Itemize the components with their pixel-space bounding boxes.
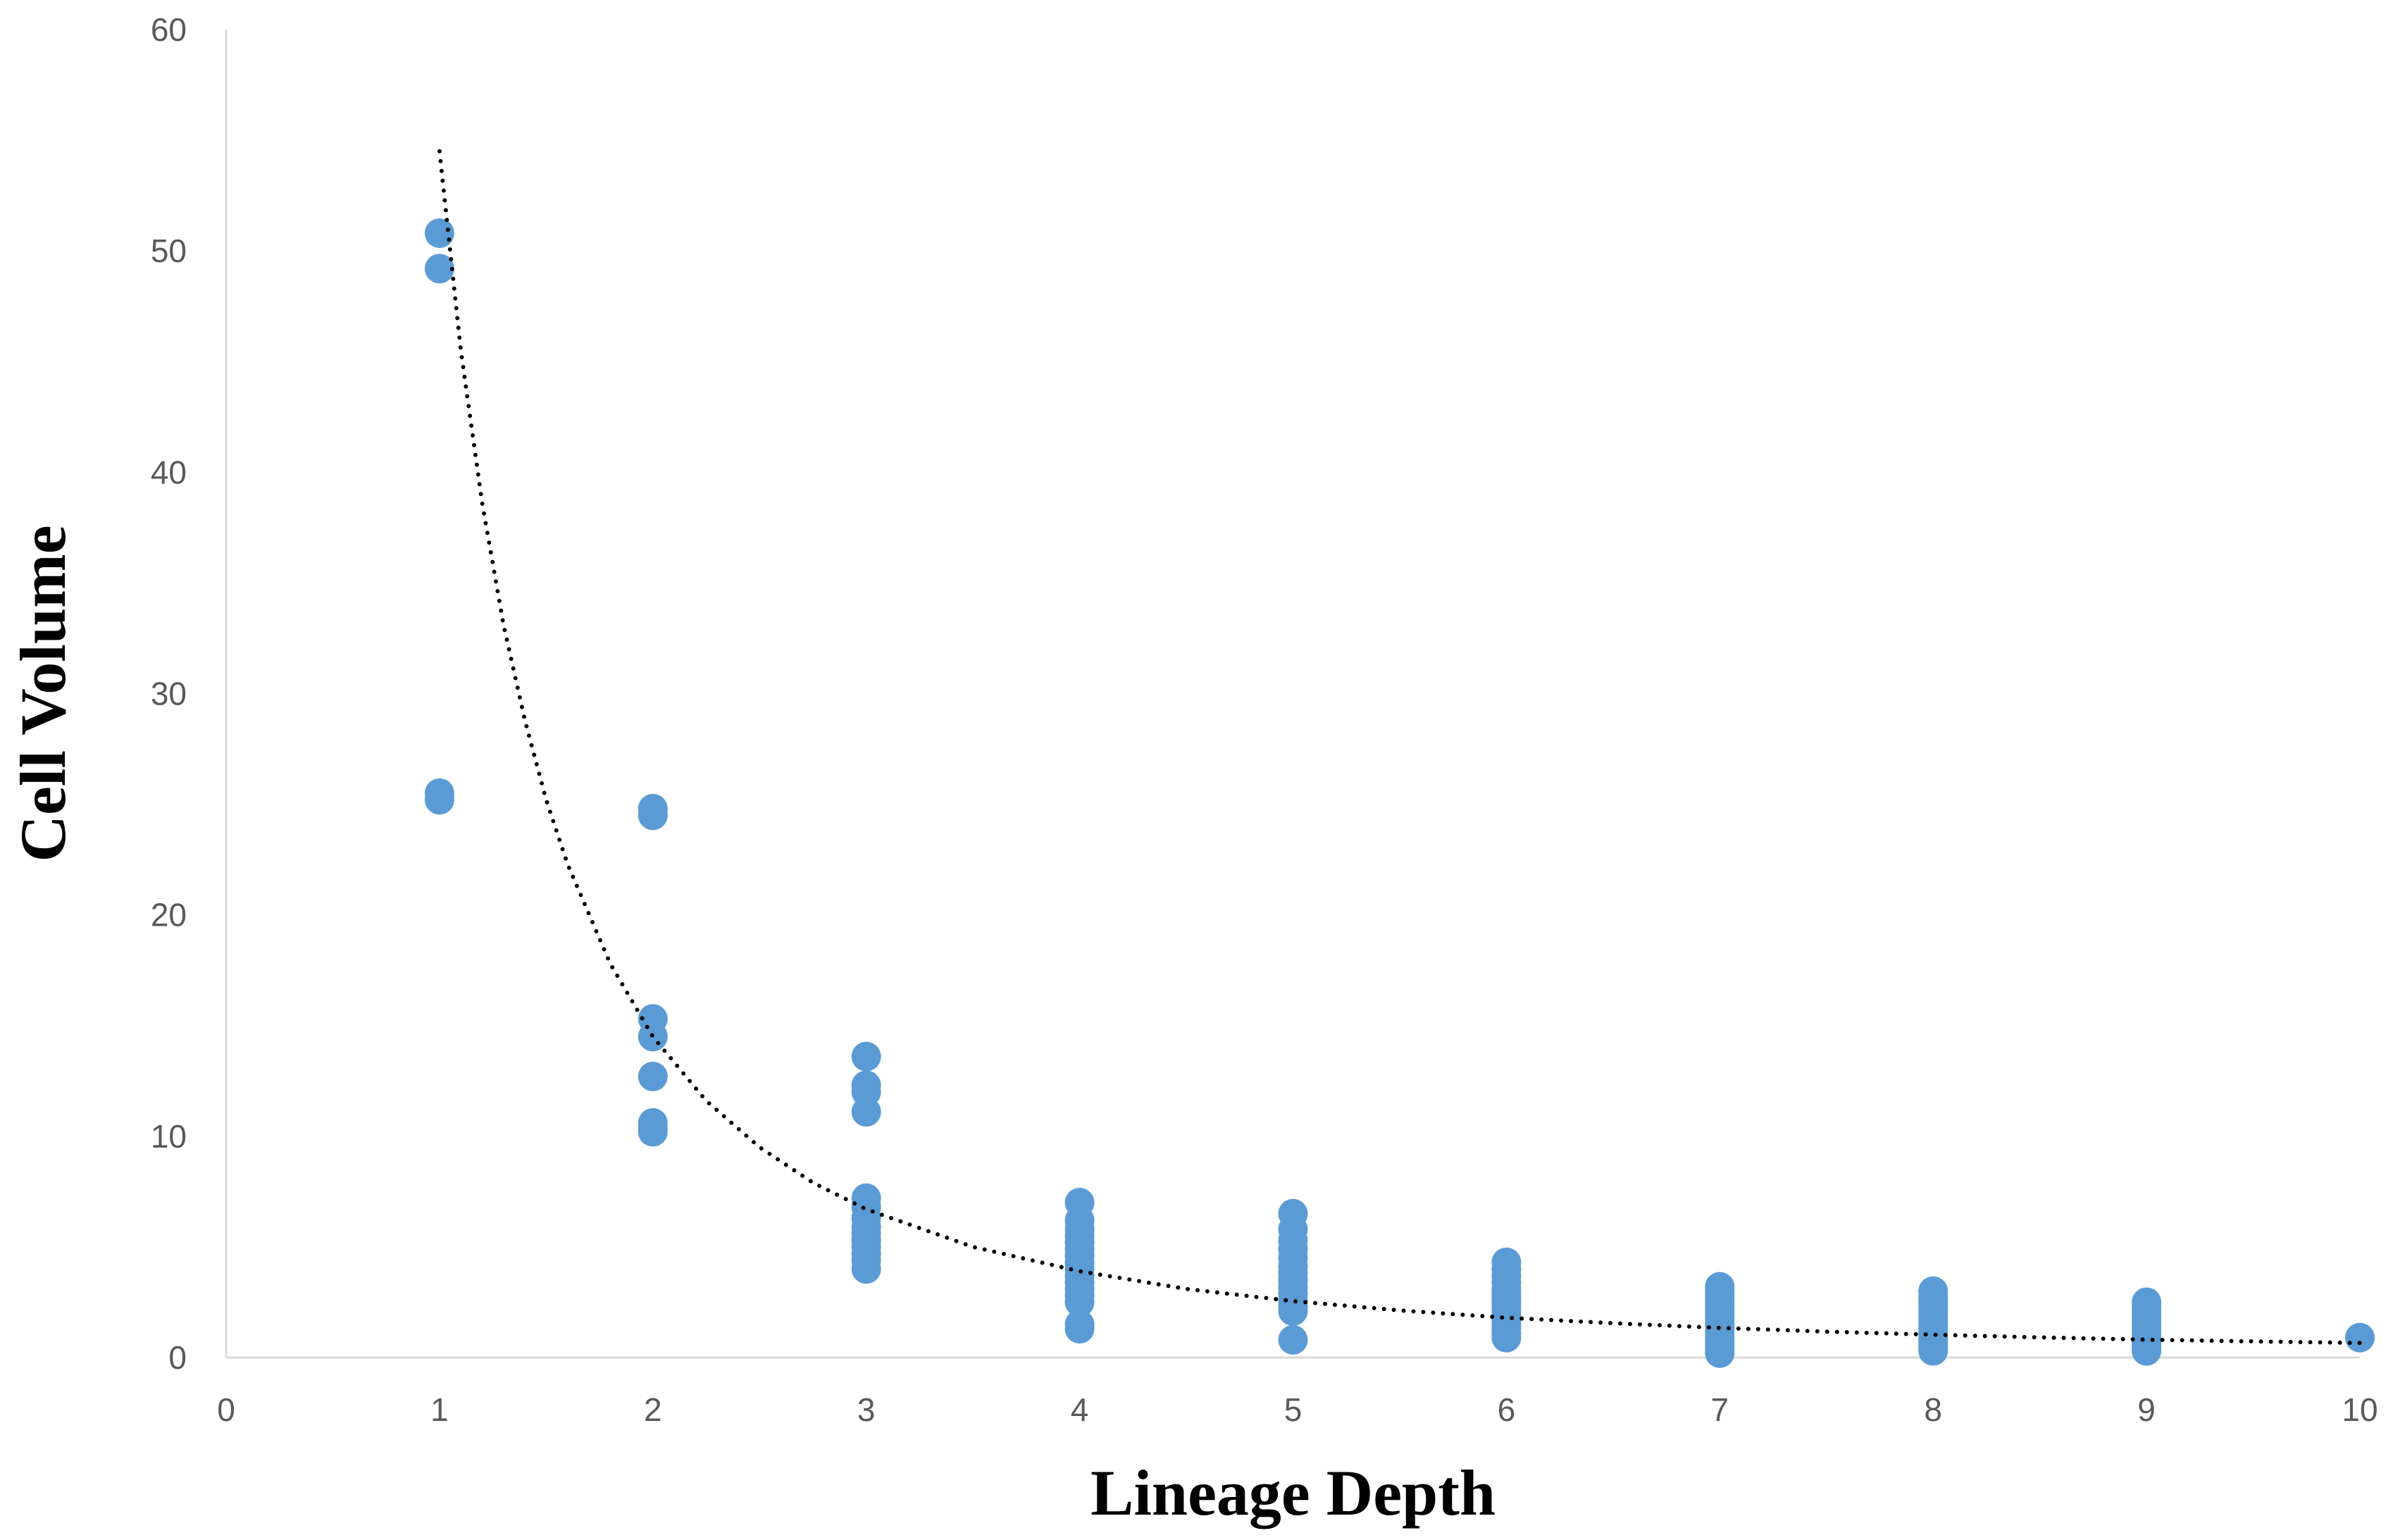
data-point	[424, 785, 454, 815]
data-point	[1705, 1338, 1735, 1368]
data-point	[2132, 1336, 2162, 1366]
data-point	[851, 1041, 881, 1072]
data-point	[1064, 1287, 1095, 1317]
x-tick-label: 0	[217, 1391, 235, 1428]
x-tick-label: 3	[857, 1391, 876, 1428]
x-tick-label: 6	[1498, 1391, 1516, 1428]
x-axis-title: Lineage Depth	[1090, 1457, 1496, 1529]
data-point	[1278, 1324, 1308, 1355]
x-tick-label: 7	[1711, 1391, 1729, 1428]
data-point	[638, 1062, 668, 1092]
y-tick-labels: 0 10 20 30 40 50 60	[151, 11, 187, 1376]
x-tick-label: 1	[430, 1391, 449, 1428]
y-tick-label: 10	[151, 1118, 187, 1155]
data-point	[851, 1254, 881, 1284]
x-tick-label: 8	[1924, 1391, 1942, 1428]
data-point	[1278, 1296, 1308, 1327]
x-tick-label: 9	[2137, 1391, 2156, 1428]
data-point	[2345, 1322, 2375, 1353]
y-tick-label: 60	[151, 11, 187, 48]
x-tick-label: 2	[644, 1391, 662, 1428]
data-point	[1491, 1322, 1522, 1353]
data-point	[424, 254, 454, 284]
y-axis-title: Cell Volume	[7, 526, 79, 862]
y-tick-label: 50	[151, 232, 187, 269]
data-point	[1064, 1314, 1095, 1344]
data-point	[851, 1097, 881, 1127]
x-tick-label: 4	[1071, 1391, 1089, 1428]
axes	[225, 30, 2360, 1359]
y-tick-label: 30	[151, 676, 187, 712]
data-point	[638, 800, 668, 831]
data-point	[424, 218, 454, 249]
x-tick-label: 10	[2342, 1391, 2378, 1428]
y-tick-label: 40	[151, 454, 187, 490]
x-tick-labels: 0 1 2 3 4 5 6 7 8 9 10	[217, 1391, 2378, 1428]
power-trendline	[437, 149, 2362, 1346]
x-tick-label: 5	[1284, 1391, 1303, 1428]
y-tick-label: 0	[168, 1339, 187, 1376]
data-point	[1918, 1336, 1948, 1366]
data-points	[424, 218, 2375, 1368]
y-tick-label: 20	[151, 897, 187, 933]
data-point	[638, 1117, 668, 1147]
